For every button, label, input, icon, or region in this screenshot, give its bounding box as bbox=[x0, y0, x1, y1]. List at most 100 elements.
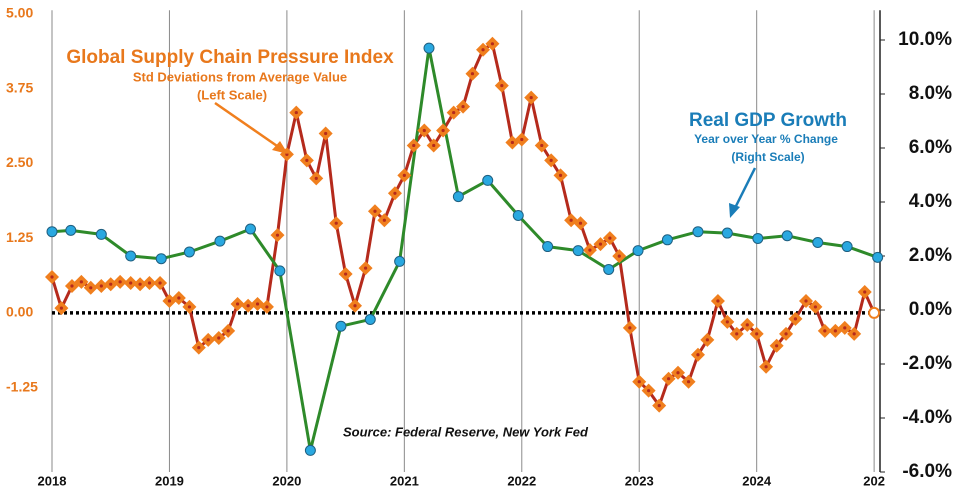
data-point-center bbox=[647, 389, 651, 393]
y2-tick-label: 4.0% bbox=[909, 191, 952, 212]
data-point-center bbox=[187, 305, 192, 309]
data-point-center bbox=[226, 329, 230, 333]
x-tick-label: 2022 bbox=[507, 473, 536, 488]
data-point-center bbox=[529, 96, 533, 100]
data-point-center bbox=[705, 338, 709, 342]
data-point bbox=[692, 226, 704, 238]
data-point-center bbox=[833, 329, 837, 333]
data-point-center bbox=[353, 304, 357, 308]
arrow bbox=[214, 101, 288, 154]
data-point-center bbox=[813, 305, 818, 309]
data-point-center bbox=[470, 72, 475, 76]
data-point bbox=[482, 174, 494, 186]
data-point-center bbox=[617, 254, 621, 258]
data-point-center bbox=[793, 317, 798, 321]
data-point-center bbox=[255, 302, 260, 306]
data-point bbox=[632, 245, 644, 257]
data-point-center bbox=[804, 299, 808, 303]
data-point-center bbox=[334, 221, 338, 225]
data-point-center bbox=[235, 302, 240, 306]
data-point bbox=[335, 320, 347, 332]
data-point-center bbox=[402, 173, 406, 177]
data-point-center bbox=[745, 323, 749, 327]
data-point-center bbox=[520, 137, 524, 142]
data-point-center bbox=[608, 236, 612, 240]
y2-tick-label: -4.0% bbox=[902, 407, 952, 428]
data-point-center bbox=[755, 332, 759, 336]
data-point-center bbox=[637, 380, 641, 384]
data-point-center bbox=[764, 365, 768, 369]
y2-tick-label: 0.0% bbox=[909, 299, 952, 320]
data-point bbox=[721, 227, 733, 239]
data-point-center bbox=[314, 176, 318, 180]
series-subtitle: Year over Year % Change bbox=[694, 132, 838, 146]
data-point-center bbox=[158, 281, 162, 285]
data-point-center bbox=[147, 281, 152, 285]
data-point bbox=[572, 245, 584, 257]
data-point bbox=[452, 191, 464, 203]
y-tick-label: 3.75 bbox=[6, 79, 33, 95]
data-point bbox=[868, 306, 881, 319]
data-point bbox=[46, 226, 58, 238]
data-point bbox=[95, 228, 107, 240]
series-line bbox=[50, 42, 876, 408]
data-point bbox=[394, 255, 406, 267]
data-point bbox=[542, 241, 554, 253]
y2-tick-label: -2.0% bbox=[902, 353, 952, 374]
data-point-center bbox=[167, 299, 172, 303]
data-point bbox=[274, 265, 286, 277]
data-point-center bbox=[588, 248, 592, 252]
plot: 2018 2019 2020 2021 2022 2023 2024 202 5.00 3.75 2… bbox=[6, 5, 952, 489]
data-point-center bbox=[138, 282, 142, 286]
data-point-center bbox=[412, 143, 416, 148]
data-point-center bbox=[775, 344, 779, 348]
data-point bbox=[603, 264, 615, 275]
x-tick-label: 2023 bbox=[625, 473, 654, 488]
data-point-center bbox=[686, 380, 691, 384]
series-title: Real GDP Growth bbox=[689, 110, 847, 131]
data-point-center bbox=[716, 299, 720, 303]
data-point bbox=[812, 237, 824, 248]
data-point-center bbox=[246, 304, 250, 308]
source: Source: Federal Reserve, New York Fed bbox=[343, 424, 589, 439]
data-point-center bbox=[70, 284, 74, 288]
data-point-center bbox=[129, 281, 133, 285]
data-point-center bbox=[657, 404, 661, 408]
data-point-center bbox=[324, 131, 328, 136]
y-tick-label: 1.25 bbox=[6, 229, 33, 245]
data-point-center bbox=[217, 336, 221, 340]
y-tick-label: -1.25 bbox=[6, 378, 38, 394]
data-point bbox=[661, 234, 673, 246]
data-point bbox=[781, 230, 793, 242]
data-point bbox=[423, 42, 435, 54]
data-point-center bbox=[452, 110, 456, 115]
y2-tick-label: 6.0% bbox=[909, 137, 952, 158]
data-point bbox=[125, 250, 137, 262]
data-point-center bbox=[735, 332, 739, 336]
data-point-center bbox=[305, 158, 309, 163]
data-point bbox=[244, 223, 256, 235]
data-point-center bbox=[863, 290, 867, 294]
data-point-center bbox=[118, 280, 122, 284]
markers bbox=[45, 36, 884, 456]
data-point bbox=[155, 253, 167, 265]
data-point-center bbox=[206, 338, 210, 342]
y2-tick-label: 10.0% bbox=[898, 29, 952, 50]
data-point-center bbox=[89, 286, 93, 290]
data-point-center bbox=[481, 48, 485, 52]
series-subtitle: (Right Scale) bbox=[731, 150, 804, 164]
data-point bbox=[512, 210, 524, 221]
data-point-center bbox=[852, 332, 856, 336]
data-point-center bbox=[676, 371, 680, 375]
y-tick-label: 5.00 bbox=[6, 5, 33, 21]
y-tick-label: 0.00 bbox=[6, 304, 33, 320]
data-point-center bbox=[461, 104, 465, 109]
data-point-center bbox=[363, 266, 368, 270]
x-tick-label: 202 bbox=[863, 473, 885, 488]
data-point-center bbox=[197, 346, 201, 350]
data-point-center bbox=[823, 329, 827, 333]
y-tick-label: 2.50 bbox=[6, 154, 33, 170]
series-subtitle: Std Deviations from Average Value bbox=[133, 69, 347, 84]
data-point-center bbox=[373, 209, 377, 213]
